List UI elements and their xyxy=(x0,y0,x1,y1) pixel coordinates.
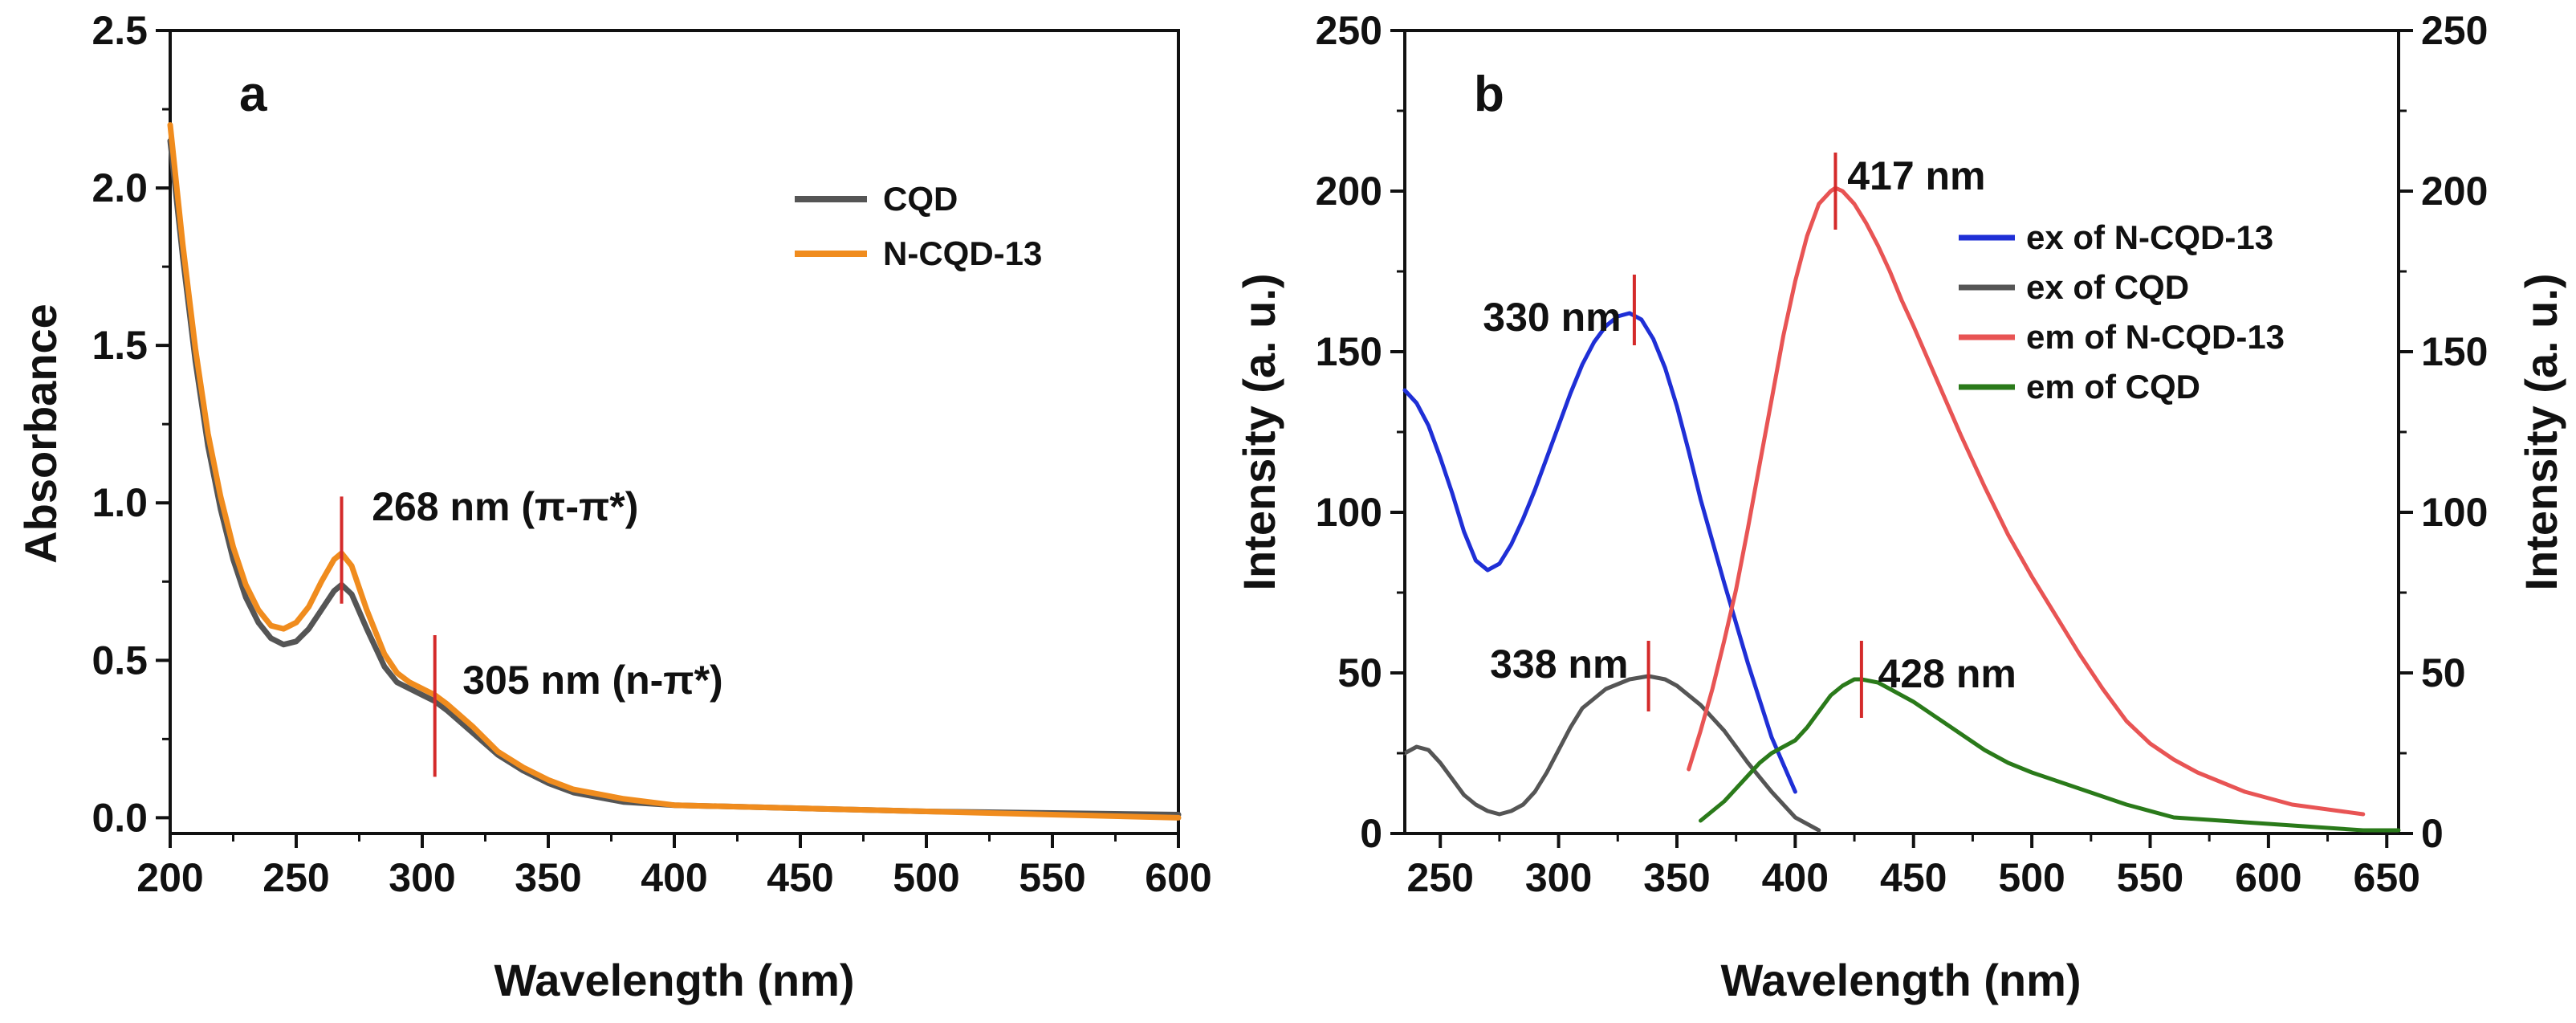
x-tick-label-a: 250 xyxy=(262,855,329,900)
legend-label-ex-ncqd13: ex of N-CQD-13 xyxy=(2026,218,2273,256)
peak-label-b-417-nm: 417 nm xyxy=(1847,153,1985,198)
peak-label-b-338-nm: 338 nm xyxy=(1490,642,1628,687)
panel-b: 250 300 350 400 450 500 550 600 6500501001502002… xyxy=(1234,8,2566,1005)
legend-label-ncqd13: N-CQD-13 xyxy=(883,234,1042,272)
x-tick-label-b: 300 xyxy=(1525,855,1592,900)
y-axis-label-b-right: Intensity (a. u.) xyxy=(2516,273,2566,590)
x-tick-label-a: 450 xyxy=(767,855,833,900)
y-tick-label-a: 0.0 xyxy=(92,795,148,840)
peak-label-b-428-nm: 428 nm xyxy=(1878,651,2016,696)
peak-label-b-330-nm: 330 nm xyxy=(1483,295,1621,340)
legend-label-em-cqd: em of CQD xyxy=(2026,368,2200,406)
y-tick-label-a: 1.0 xyxy=(92,480,148,525)
y-axis-label-a: Absorbance xyxy=(15,304,66,564)
panel-label-a: a xyxy=(239,67,267,122)
y-tick-label-a: 2.0 xyxy=(92,165,148,210)
series-line-b-ex-of-n-cqd-13 xyxy=(1402,311,1797,794)
x-tick-label-a: 400 xyxy=(641,855,707,900)
x-tick-label-b: 400 xyxy=(1762,855,1829,900)
plot-frame-a xyxy=(169,29,1180,835)
y-tick-label-right-b: 50 xyxy=(2421,650,2466,695)
legend-label-ex-cqd: ex of CQD xyxy=(2026,268,2189,306)
series-layer-b xyxy=(1402,185,2401,833)
legend-b: ex of N-CQD-13 ex of CQD em of N-CQD-13 … xyxy=(1959,218,2285,406)
series-line-a-cqd xyxy=(167,137,1182,817)
plot-frame-b xyxy=(1403,29,2400,835)
x-tick-label-b: 650 xyxy=(2354,855,2420,900)
y-tick-label-right-b: 100 xyxy=(2421,490,2488,535)
y-tick-label-b: 100 xyxy=(1316,490,1382,535)
y-tick-label-b: 200 xyxy=(1316,169,1382,214)
y-tick-label-right-b: 200 xyxy=(2421,169,2488,214)
y-tick-label-a: 0.5 xyxy=(92,638,148,683)
x-tick-label-b: 600 xyxy=(2235,855,2301,900)
x-tick-label-a: 550 xyxy=(1019,855,1085,900)
y-tick-label-a: 2.5 xyxy=(92,8,148,53)
y-tick-label-a: 1.5 xyxy=(92,323,148,368)
legend-label-em-ncqd13: em of N-CQD-13 xyxy=(2026,318,2285,356)
peak-label-a-268-nm: 268 nm (π-π*) xyxy=(372,484,638,529)
y-tick-label-b: 250 xyxy=(1316,8,1382,53)
x-tick-label-a: 200 xyxy=(136,855,203,900)
annotation-layer-a: 268 nm (π-π*) 305 nm (n-π*) xyxy=(340,484,723,777)
y-tick-label-right-b: 0 xyxy=(2421,811,2444,856)
x-tick-label-a: 350 xyxy=(515,855,581,900)
x-tick-label-a: 500 xyxy=(893,855,959,900)
series-line-b-em-of-n-cqd-13 xyxy=(1687,185,2366,817)
panel-a: 200 250 300 350 400 450 500 550 600 0.0 0.5 1.0 1.5 2… xyxy=(15,8,1212,1005)
x-tick-label-b: 350 xyxy=(1643,855,1710,900)
legend-label-cqd: CQD xyxy=(883,180,958,218)
x-axis-label-a: Wavelength (nm) xyxy=(494,955,854,1005)
y-axis-label-b-left: Intensity (a. u.) xyxy=(1234,273,1284,590)
y-tick-label-right-b: 250 xyxy=(2421,8,2488,53)
x-tick-label-b: 250 xyxy=(1406,855,1473,900)
x-tick-label-b: 450 xyxy=(1880,855,1947,900)
x-axis-label-b: Wavelength (nm) xyxy=(1720,955,2081,1005)
panel-label-b: b xyxy=(1474,67,1504,122)
series-line-a-n-cqd-13 xyxy=(167,122,1182,821)
tick-layer-b: 250 300 350 400 450 500 550 600 6500501001502002… xyxy=(1316,8,2489,900)
x-tick-label-a: 600 xyxy=(1145,855,1211,900)
y-tick-label-right-b: 150 xyxy=(2421,329,2488,374)
y-tick-label-b: 50 xyxy=(1337,650,1382,695)
annotation-layer-b: 330 nm 417 nm 338 nm 428 nm xyxy=(1483,153,2016,718)
y-tick-label-b: 0 xyxy=(1360,811,1382,856)
y-tick-label-b: 150 xyxy=(1316,329,1382,374)
x-tick-label-b: 550 xyxy=(2117,855,2183,900)
series-layer-a xyxy=(167,122,1182,821)
peak-label-a-305-nm-n: 305 nm (n-π*) xyxy=(462,658,722,703)
x-tick-label-b: 500 xyxy=(1998,855,2065,900)
tick-layer-a: 200 250 300 350 400 450 500 550 600 0.0 0.5 1.0 1.5 2… xyxy=(92,8,1211,900)
series-line-b-em-of-cqd xyxy=(1699,677,2401,833)
x-tick-label-a: 300 xyxy=(389,855,455,900)
legend-a: CQD N-CQD-13 xyxy=(795,180,1042,272)
series-line-b-ex-of-cqd xyxy=(1402,674,1821,833)
